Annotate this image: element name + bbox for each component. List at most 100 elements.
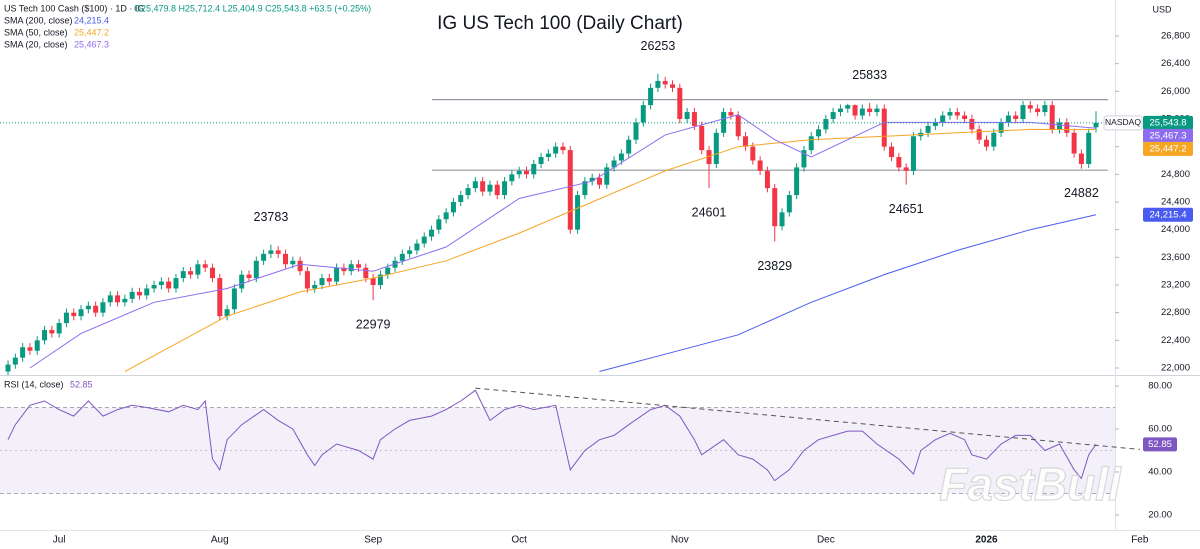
candle-body: [399, 253, 405, 261]
rsi-plot: [0, 387, 1140, 494]
candle-body: [494, 184, 500, 196]
candle-body: [757, 160, 763, 171]
candle-body: [377, 274, 383, 286]
candle-body: [312, 285, 318, 289]
price-tag-label: 25,467.3: [1150, 130, 1187, 141]
price-annotation: 23783: [254, 210, 289, 224]
candle-body: [458, 195, 464, 202]
price-annotation: 24601: [692, 205, 727, 219]
candle-body: [655, 80, 661, 88]
candle-body: [158, 281, 164, 286]
y-tick-label: 26,000: [1161, 86, 1190, 97]
candle-body: [962, 115, 968, 119]
legend-value: 25,447.2: [74, 27, 109, 37]
candle-body: [772, 188, 778, 227]
candle-body: [648, 87, 654, 106]
price-annotation: 24651: [889, 202, 924, 216]
price-tag-label: 25,543.8: [1150, 117, 1187, 128]
candle-body: [896, 157, 902, 168]
candle-body: [823, 118, 829, 130]
candle-body: [49, 329, 55, 334]
rsi-value-tag: [1143, 437, 1177, 452]
candle-body: [940, 115, 946, 123]
rsi-line: [7, 389, 1097, 482]
y-tick-label: 23,200: [1161, 280, 1190, 291]
candle-body: [852, 105, 858, 116]
candle-body: [794, 167, 800, 196]
candle-body: [1071, 132, 1077, 154]
y-tick-label: 26,400: [1161, 58, 1190, 69]
legend-value: 24,215.4: [74, 15, 109, 25]
legend-label: SMA (50, close): [4, 27, 68, 37]
candle-body: [998, 122, 1004, 133]
candle-body: [429, 229, 435, 237]
y-tick-label: 40.00: [1148, 466, 1172, 477]
candle-body: [1078, 153, 1084, 164]
candle-body: [63, 312, 69, 324]
candle-body: [115, 295, 121, 303]
candle-body: [626, 139, 632, 154]
x-tick-label: Feb: [1131, 535, 1149, 546]
candle-body: [290, 260, 296, 265]
candle-body: [173, 278, 179, 289]
x-tick-label: Jul: [53, 535, 66, 546]
candle-body: [246, 274, 252, 279]
candle-body: [283, 253, 289, 265]
candle-body: [874, 108, 880, 113]
rsi-value-tag-label: 52.85: [1148, 439, 1172, 450]
candle-body: [1049, 105, 1055, 130]
currency: USD: [1152, 4, 1172, 14]
candle-body: [188, 271, 194, 275]
candle-body: [1013, 115, 1019, 119]
price-tag: [1143, 128, 1193, 143]
candle-body: [1064, 122, 1070, 133]
candle-body: [12, 357, 18, 365]
candle-body: [129, 291, 135, 299]
candle-body: [976, 129, 982, 140]
candle-body: [509, 174, 515, 182]
candle-body: [604, 167, 610, 185]
price-tag-label: 25,447.2: [1150, 143, 1187, 154]
price-annotation: 25833: [852, 68, 887, 82]
candle-body: [567, 150, 573, 230]
candle-body: [670, 84, 676, 88]
legend-header-values: O25,479.8 H25,712.4 L25,404.9 C25,543.8 …: [134, 3, 371, 13]
candle-body: [735, 115, 741, 137]
candle-body: [202, 264, 208, 268]
candle-body: [706, 150, 712, 164]
candle-body: [786, 195, 792, 213]
candle-body: [662, 80, 668, 85]
candle-body: [954, 112, 960, 116]
x-tick-label: Dec: [817, 535, 835, 546]
candle-body: [275, 250, 281, 254]
legend-label: SMA (20, close): [4, 39, 68, 49]
candle-body: [910, 136, 916, 171]
y-tick-label: 60.00: [1148, 423, 1172, 434]
candle-body: [1027, 105, 1033, 109]
candle-body: [370, 278, 376, 286]
candle-body: [356, 264, 362, 268]
candle-body: [808, 136, 814, 151]
candle-body: [326, 278, 332, 282]
candle-body: [465, 188, 471, 196]
candle-body: [816, 129, 822, 137]
price-annotation: 24882: [1064, 186, 1099, 200]
candle-body: [867, 108, 873, 113]
candle-body: [480, 181, 486, 192]
price-annotation: 26253: [641, 39, 676, 53]
candle-body: [633, 122, 639, 140]
x-tick-label: 2026: [975, 535, 998, 546]
rsi-trendline: [475, 387, 1140, 450]
candle-body: [42, 329, 48, 341]
candle-body: [414, 243, 420, 251]
candle-body: [582, 181, 588, 196]
candle-body: [618, 153, 624, 161]
candle-body: [253, 260, 259, 279]
candle-body: [487, 184, 493, 192]
candle-body: [443, 212, 449, 220]
candle-body: [34, 340, 40, 351]
candle-body: [516, 170, 522, 175]
rsi-legend: RSI (14, close): [4, 379, 64, 389]
candle-body: [589, 177, 595, 182]
